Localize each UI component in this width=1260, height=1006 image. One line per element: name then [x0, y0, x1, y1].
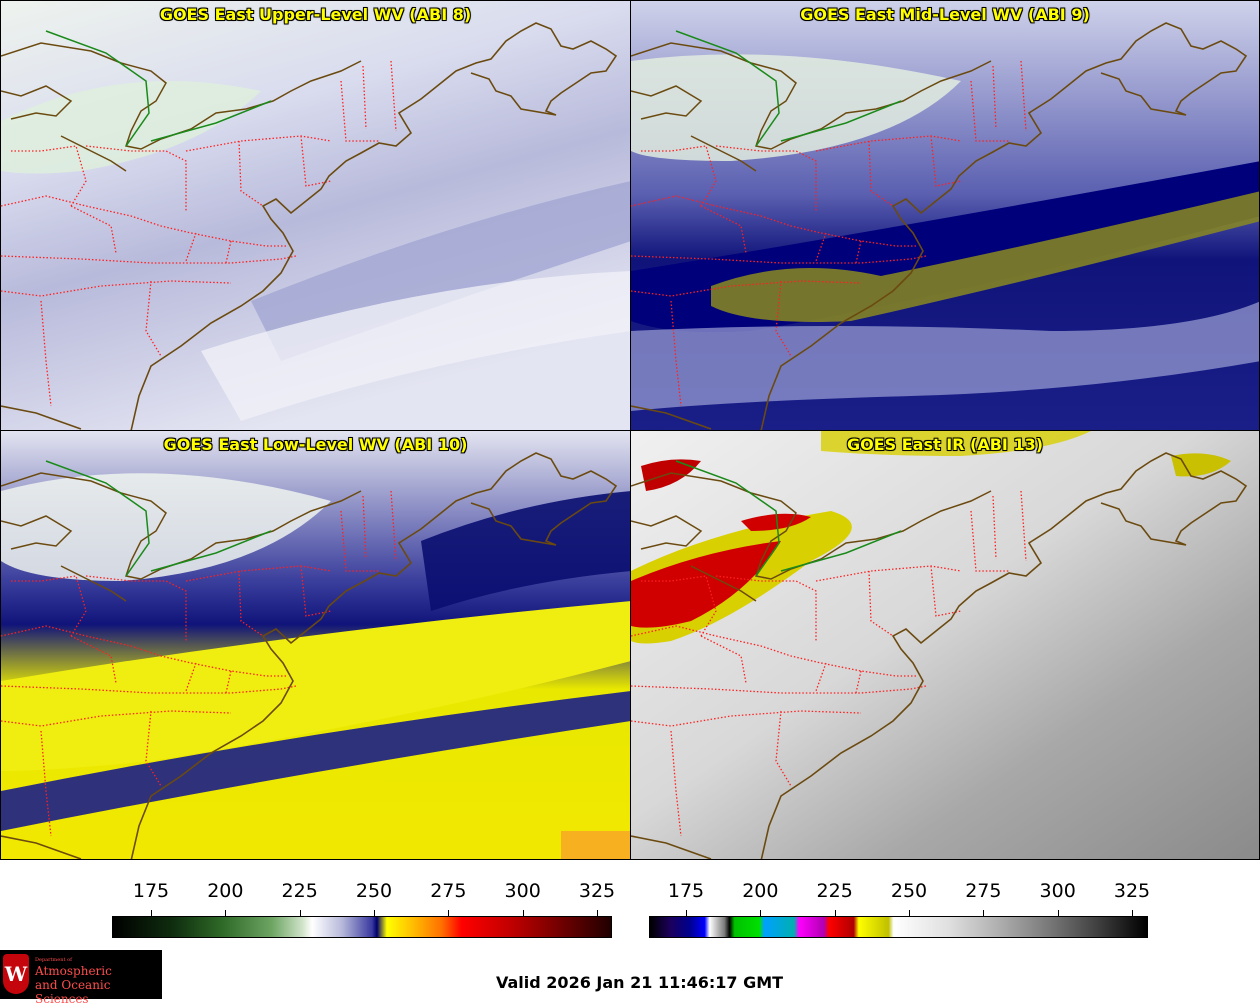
- panel-title: GOES East Mid-Level WV (ABI 9): [800, 5, 1090, 24]
- colorbar-tick-label: 325: [1113, 880, 1151, 902]
- wv-colorbar: 175 200 225 250 275 300 325: [112, 880, 616, 940]
- colorbar-tick-label: 300: [504, 880, 541, 902]
- uw-shield-icon: W: [3, 954, 29, 994]
- coastline: [1, 22, 618, 430]
- coastline: [631, 452, 1248, 859]
- state-borders: [1, 490, 397, 837]
- panel-upper-level-wv: GOES East Upper-Level WV (ABI 8): [0, 0, 631, 431]
- panel-title: GOES East IR (ABI 13): [846, 435, 1044, 454]
- upper-level-wv-image: [1, 1, 630, 430]
- map-overlay: [1, 22, 618, 430]
- international-border: [675, 460, 902, 577]
- colorbar-tick: [374, 910, 375, 916]
- ir-colorbar-gradient: [649, 916, 1148, 938]
- panel-mid-level-wv: GOES East Mid-Level WV (ABI 9): [630, 0, 1260, 431]
- aos-logo: W Department of Atmospheric and Oceanic …: [0, 950, 162, 1006]
- state-borders: [631, 490, 1027, 837]
- colorbar-tick: [299, 910, 301, 916]
- great-lakes: [631, 472, 992, 602]
- map-overlay: [1, 452, 618, 859]
- colorbar-tick-label: 250: [355, 880, 393, 902]
- colorbar-tick: [834, 910, 836, 916]
- colorbar-tick: [225, 910, 227, 916]
- international-border: [45, 30, 272, 147]
- panel-ir: GOES East IR (ABI 13): [630, 430, 1260, 860]
- ir-colorbar: 175 200 225 250 275 300 325: [649, 880, 1151, 940]
- ir-image: [631, 431, 1259, 859]
- wv-imagery: [1, 1, 630, 430]
- state-borders: [1, 60, 397, 407]
- colorbar-tick-label: 200: [742, 880, 779, 902]
- colorbar-tick: [597, 910, 598, 916]
- colorbar-tick-label: 300: [1039, 880, 1076, 902]
- colorbar-tick: [1057, 910, 1059, 916]
- valid-time: Valid 2026 Jan 21 11:46:17 GMT: [496, 973, 784, 992]
- ir-imagery: [631, 431, 1259, 859]
- colorbar-tick: [448, 910, 450, 916]
- panel-title: GOES East Upper-Level WV (ABI 8): [159, 5, 472, 24]
- great-lakes: [1, 472, 362, 602]
- great-lakes: [1, 42, 362, 172]
- low-level-wv-image: [1, 431, 630, 859]
- logo-dept: Department of: [35, 957, 72, 963]
- state-borders: [631, 60, 1027, 407]
- coastline: [631, 22, 1248, 430]
- colorbar-tick: [909, 910, 910, 916]
- panel-title: GOES East Low-Level WV (ABI 10): [163, 435, 468, 454]
- coastline: [1, 452, 618, 859]
- great-lakes: [631, 42, 992, 172]
- colorbar-tick: [1132, 910, 1133, 916]
- colorbar-tick-label: 250: [890, 880, 928, 902]
- colorbar-tick: [983, 910, 985, 916]
- colorbar-tick-label: 325: [578, 880, 616, 902]
- colorbar-tick-label: 275: [430, 880, 467, 902]
- colorbar-tick-label: 225: [816, 880, 853, 902]
- colorbar-tick: [522, 910, 524, 916]
- logo-line-1: Atmospheric: [35, 964, 112, 978]
- colorbar-tick: [760, 910, 762, 916]
- colorbar-tick: [151, 910, 152, 916]
- colorbar-tick: [686, 910, 687, 916]
- international-border: [45, 460, 272, 577]
- colorbar-tick-label: 175: [132, 880, 170, 902]
- logo-line-2: and Oceanic Sciences: [35, 978, 111, 1006]
- map-overlay: [631, 22, 1248, 430]
- panel-low-level-wv: GOES East Low-Level WV (ABI 10): [0, 430, 631, 860]
- map-overlay: [631, 452, 1248, 859]
- mid-level-wv-image: [631, 1, 1259, 430]
- colorbar-tick-label: 200: [207, 880, 244, 902]
- wv-imagery: [631, 1, 1259, 430]
- international-border: [675, 30, 902, 147]
- colorbar-tick-label: 175: [667, 880, 705, 902]
- colorbar-tick-label: 275: [965, 880, 1002, 902]
- wv-colorbar-gradient: [112, 916, 612, 938]
- wv-imagery: [1, 431, 630, 859]
- colorbar-tick-label: 225: [281, 880, 318, 902]
